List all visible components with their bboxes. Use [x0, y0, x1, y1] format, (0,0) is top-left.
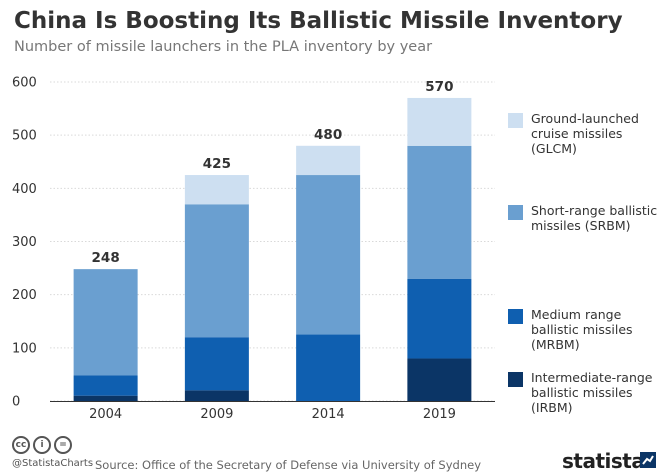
- bar-segment: [407, 278, 472, 359]
- total-label: 248: [92, 250, 120, 266]
- bar-segment: [184, 175, 249, 205]
- x-tick-label: 2009: [200, 407, 233, 422]
- total-label: 425: [203, 156, 231, 172]
- bar-segment: [73, 395, 138, 401]
- bar-segment: [407, 145, 472, 279]
- legend-swatch: [508, 113, 523, 128]
- y-tick-label: 200: [12, 288, 37, 303]
- legend-label: Medium range ballistic missiles (MRBM): [531, 307, 633, 352]
- bar-segment: [407, 358, 472, 401]
- equals-icon[interactable]: =: [54, 436, 72, 454]
- twitter-handle[interactable]: @StatistaCharts: [12, 458, 94, 469]
- bar-segment: [296, 175, 361, 335]
- x-tick-label: 2019: [423, 407, 456, 422]
- x-tick-label: 2004: [89, 407, 122, 422]
- x-axis: 2004 2009 2014 2019: [50, 401, 495, 422]
- y-tick-label: 0: [12, 395, 20, 410]
- y-tick-label: 300: [12, 235, 37, 250]
- legend-item-irbm: Intermediate-range ballistic missiles (I…: [508, 370, 661, 415]
- bar-segment: [184, 337, 249, 391]
- x-tick-label: 2014: [312, 407, 345, 422]
- source-note: Source: Office of the Secretary of Defen…: [95, 458, 482, 472]
- statista-logo[interactable]: statista: [562, 449, 645, 473]
- total-labels: 248 425 480 570: [92, 79, 454, 266]
- chart-title: China Is Boosting Its Ballistic Missile …: [14, 8, 623, 34]
- legend-swatch: [508, 205, 523, 220]
- chart-subtitle: Number of missile launchers in the PLA i…: [14, 39, 433, 55]
- bar-segment: [73, 269, 138, 376]
- y-tick-label: 400: [12, 182, 37, 197]
- legend-swatch: [508, 309, 523, 324]
- bar-segment: [73, 375, 138, 396]
- total-label: 480: [314, 127, 342, 143]
- legend-label: Intermediate-range ballistic missiles (I…: [531, 370, 653, 415]
- bars: [73, 97, 472, 401]
- y-axis: 0 100 200 300 400 500 600: [12, 76, 37, 410]
- statista-logo-icon: [640, 452, 656, 468]
- cc-icon[interactable]: cc: [12, 436, 30, 454]
- legend-label: Short-range ballistic missiles (SRBM): [531, 203, 658, 233]
- bar-segment: [296, 334, 361, 401]
- bar-segment: [184, 390, 249, 401]
- legend-item-mrbm: Medium range ballistic missiles (MRBM): [508, 307, 661, 352]
- y-tick-label: 600: [12, 76, 37, 91]
- bar-segment: [296, 145, 361, 176]
- by-icon[interactable]: i: [33, 436, 51, 454]
- y-tick-label: 100: [12, 341, 37, 356]
- y-tick-label: 500: [12, 129, 37, 144]
- legend-item-srbm: Short-range ballistic missiles (SRBM): [508, 203, 661, 233]
- legend-item-glcm: Ground-launched cruise missiles (GLCM): [508, 111, 661, 156]
- license-icons: cc i =: [12, 436, 72, 454]
- bar-segment: [184, 204, 249, 338]
- footer: cc i = @StatistaCharts Source: Office of…: [0, 432, 666, 476]
- total-label: 570: [425, 79, 453, 95]
- legend-label: Ground-launched cruise missiles (GLCM): [531, 111, 639, 156]
- bar-segment: [407, 97, 472, 146]
- legend-swatch: [508, 372, 523, 387]
